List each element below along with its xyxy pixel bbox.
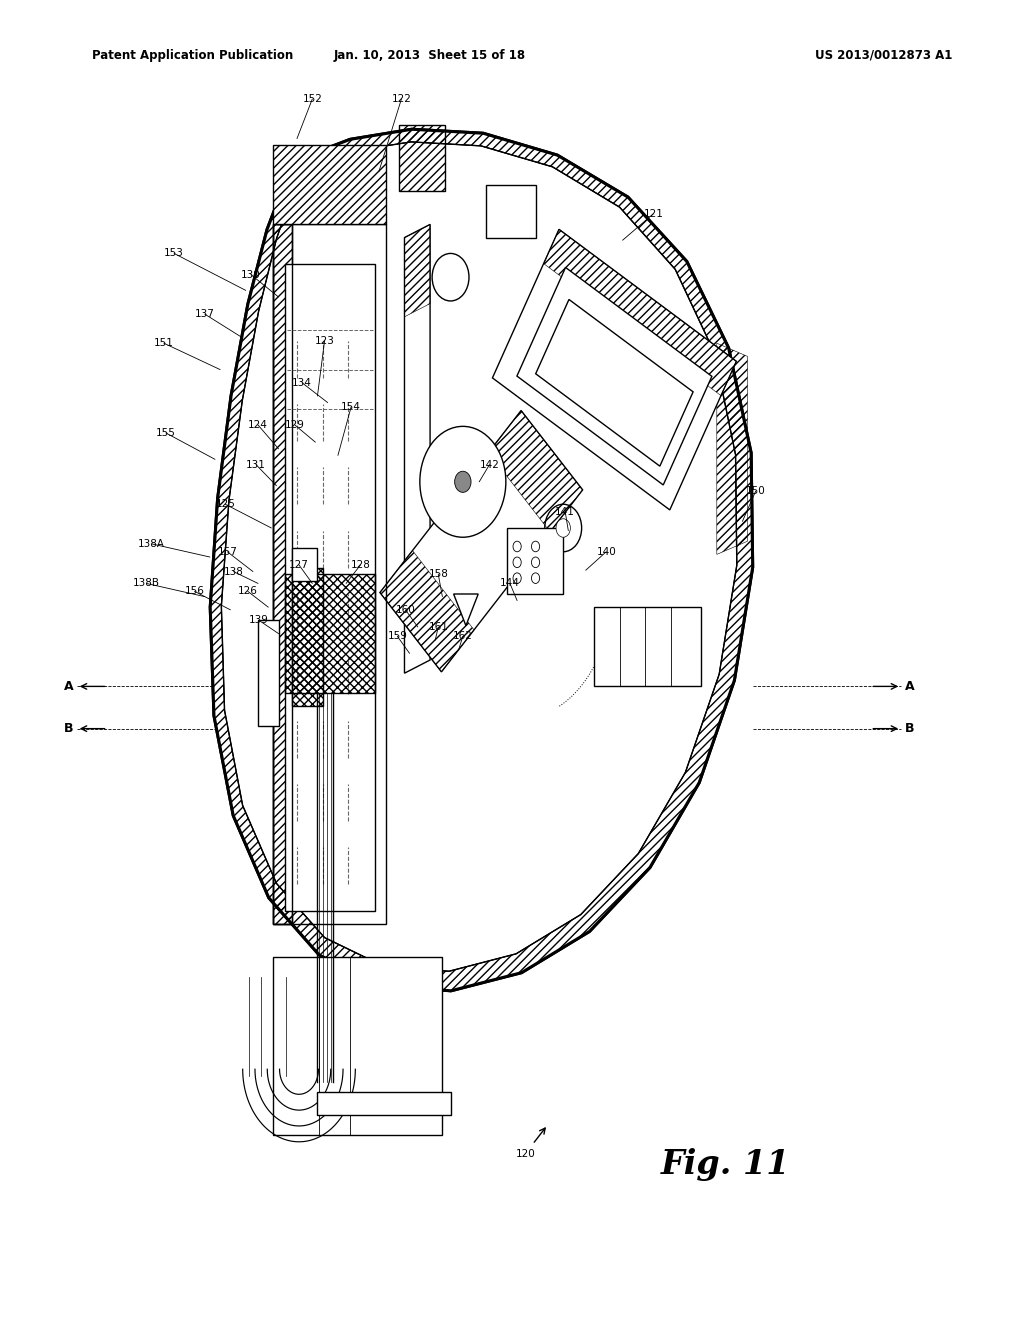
Text: 134: 134 bbox=[292, 378, 312, 388]
Text: 152: 152 bbox=[302, 94, 323, 104]
Text: 157: 157 bbox=[217, 546, 238, 557]
Text: 129: 129 bbox=[285, 420, 305, 430]
Bar bbox=[292, 568, 323, 706]
Text: 120: 120 bbox=[515, 1148, 536, 1159]
Text: 144: 144 bbox=[500, 578, 520, 589]
Bar bbox=[273, 145, 386, 224]
Bar bbox=[486, 185, 536, 238]
Text: Fig. 11: Fig. 11 bbox=[660, 1147, 790, 1180]
Text: B: B bbox=[904, 722, 914, 735]
Text: 130: 130 bbox=[241, 269, 261, 280]
Polygon shape bbox=[404, 224, 430, 673]
Text: 151: 151 bbox=[154, 338, 174, 348]
PathPatch shape bbox=[210, 129, 753, 991]
Text: A: A bbox=[63, 680, 74, 693]
Bar bbox=[285, 264, 375, 911]
Polygon shape bbox=[454, 594, 478, 626]
Text: 128: 128 bbox=[350, 560, 371, 570]
Bar bbox=[273, 957, 442, 1135]
Bar bbox=[273, 224, 292, 924]
Bar bbox=[594, 607, 701, 686]
Polygon shape bbox=[380, 411, 583, 672]
Text: 124: 124 bbox=[248, 420, 268, 430]
Text: 154: 154 bbox=[341, 401, 361, 412]
Text: 138: 138 bbox=[223, 566, 244, 577]
Text: 140: 140 bbox=[596, 546, 616, 557]
Text: 159: 159 bbox=[387, 631, 408, 642]
Bar bbox=[273, 145, 386, 224]
Polygon shape bbox=[493, 230, 736, 510]
Text: 161: 161 bbox=[428, 622, 449, 632]
Text: 162: 162 bbox=[453, 631, 473, 642]
Text: 121: 121 bbox=[643, 209, 664, 219]
Text: A: A bbox=[904, 680, 914, 693]
Bar bbox=[317, 1092, 451, 1115]
Text: 125: 125 bbox=[215, 499, 236, 510]
Polygon shape bbox=[536, 300, 693, 466]
Text: 153: 153 bbox=[164, 248, 184, 259]
Bar bbox=[273, 224, 386, 924]
Text: US 2013/0012873 A1: US 2013/0012873 A1 bbox=[815, 49, 952, 62]
Text: 126: 126 bbox=[238, 586, 258, 597]
Bar bbox=[273, 224, 292, 924]
Text: 122: 122 bbox=[391, 94, 412, 104]
Circle shape bbox=[420, 426, 506, 537]
Text: 142: 142 bbox=[479, 459, 500, 470]
Text: 160: 160 bbox=[395, 605, 416, 615]
Text: 131: 131 bbox=[246, 459, 266, 470]
Bar bbox=[258, 620, 279, 726]
Text: 158: 158 bbox=[428, 569, 449, 579]
Text: 137: 137 bbox=[195, 309, 215, 319]
Text: 127: 127 bbox=[289, 560, 309, 570]
Text: 155: 155 bbox=[156, 428, 176, 438]
Polygon shape bbox=[517, 268, 712, 484]
Bar bbox=[399, 125, 445, 191]
Circle shape bbox=[556, 519, 570, 537]
Text: B: B bbox=[63, 722, 74, 735]
Bar bbox=[399, 125, 445, 191]
Text: Jan. 10, 2013  Sheet 15 of 18: Jan. 10, 2013 Sheet 15 of 18 bbox=[334, 49, 526, 62]
Bar bbox=[507, 528, 563, 594]
Circle shape bbox=[455, 471, 471, 492]
Bar bbox=[292, 548, 317, 581]
Text: 150: 150 bbox=[745, 486, 766, 496]
Text: Patent Application Publication: Patent Application Publication bbox=[92, 49, 294, 62]
Text: 123: 123 bbox=[314, 335, 335, 346]
Text: 138A: 138A bbox=[138, 539, 165, 549]
Text: 138B: 138B bbox=[133, 578, 160, 589]
Text: 139: 139 bbox=[249, 615, 269, 626]
Text: 156: 156 bbox=[184, 586, 205, 597]
Polygon shape bbox=[210, 129, 753, 991]
Bar bbox=[285, 574, 375, 693]
Text: 141: 141 bbox=[555, 507, 575, 517]
